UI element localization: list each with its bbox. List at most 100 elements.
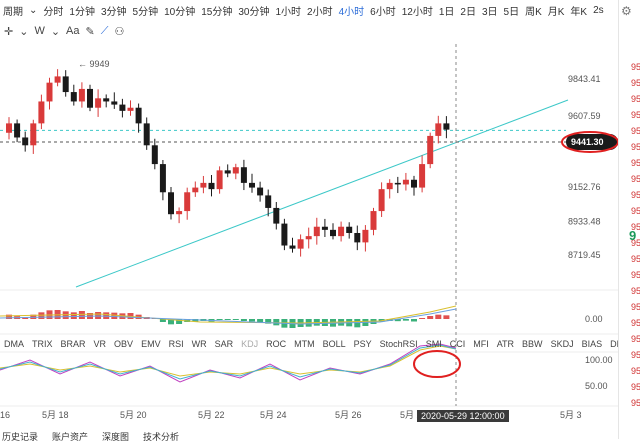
candle-body <box>240 167 247 183</box>
macd-bar <box>240 319 247 321</box>
macd-bar <box>419 318 426 319</box>
indicator-tab-bias[interactable]: BIAS <box>581 339 603 349</box>
indicator-tab-trix[interactable]: TRIX <box>32 339 53 349</box>
candle-body <box>232 167 239 174</box>
text-tool-button[interactable]: Aa <box>66 25 80 37</box>
candle-body <box>386 182 393 190</box>
indicator-tab-cci[interactable]: CCI <box>449 339 466 349</box>
indicator-tab-brar[interactable]: BRAR <box>60 339 86 349</box>
candle-body <box>6 123 12 133</box>
indicator-w-button[interactable]: W <box>34 25 45 37</box>
macd-bar <box>78 311 85 319</box>
macd-bar <box>232 319 239 320</box>
price-chart[interactable]: 9843.41 9607.59 9152.76 8933.48 8719.45 9441.… <box>0 44 618 436</box>
indicator-tab-boll[interactable]: BOLL <box>322 339 346 349</box>
indicator-tab-smi[interactable]: SMI <box>425 339 442 349</box>
kdj-axis-label: 100.00 <box>585 355 613 365</box>
indicator-tab-sar[interactable]: SAR <box>214 339 234 349</box>
indicator-tab-skdj[interactable]: SKDJ <box>550 339 574 349</box>
chevron-down-icon[interactable]: ⌄ <box>50 25 61 38</box>
indicator-tab-obv[interactable]: OBV <box>114 339 134 349</box>
candle-body <box>38 101 45 124</box>
timeframe-2[interactable]: 1分钟 <box>69 6 95 18</box>
indicator-tab-wr[interactable]: WR <box>191 339 207 349</box>
indicator-tab-stochrsi[interactable]: StochRSI <box>379 339 418 349</box>
x-axis-label: 5月 26 <box>335 410 362 420</box>
candle-body <box>443 123 450 130</box>
timeframe-9[interactable]: 2小时 <box>307 6 333 18</box>
candle-body <box>176 211 183 215</box>
indicator-tab-vr[interactable]: VR <box>93 339 107 349</box>
pencil-icon[interactable]: ✎ <box>85 25 95 38</box>
drawing-toolbar: ✛ ⌄ W ⌄ Aa ✎ ⟋ ⚇ <box>0 21 124 41</box>
indicator-tab-rsi[interactable]: RSI <box>168 339 184 349</box>
timeframe-4[interactable]: 5分钟 <box>132 6 159 18</box>
chevron-down-icon[interactable]: ⌄ <box>19 25 29 38</box>
right-price-digit: 95 <box>631 222 640 232</box>
timeframe-14[interactable]: 2日 <box>460 6 476 18</box>
bottom-tab-0[interactable]: 历史记录 <box>2 432 39 442</box>
timeframe-13[interactable]: 1日 <box>438 6 455 18</box>
indicator-tab-atr[interactable]: ATR <box>496 339 515 349</box>
timeframe-5[interactable]: 10分钟 <box>164 6 196 18</box>
crosshair-time-label: 2020-05-29 12:00:00 <box>417 410 509 422</box>
indicator-tab-mtm[interactable]: MTM <box>294 339 315 349</box>
timeframe-6[interactable]: 15分钟 <box>201 6 233 18</box>
price-axis-label: 9607.59 <box>568 111 601 121</box>
indicator-tab-bbw[interactable]: BBW <box>522 339 543 349</box>
candle-body <box>216 170 223 190</box>
chevron-down-icon[interactable]: ⌄ <box>29 4 38 16</box>
timeframe-20[interactable]: 2s <box>593 4 604 16</box>
timeframe-7[interactable]: 30分钟 <box>238 6 270 18</box>
candle-body <box>119 104 126 111</box>
crosshair-tool[interactable]: ✛ <box>4 25 14 38</box>
right-price-big: 9 <box>629 228 637 243</box>
indicator-tab-kdj[interactable]: KDJ <box>241 339 259 349</box>
line-tool-icon[interactable]: ⟋ <box>100 24 109 37</box>
timeframe-12[interactable]: 12小时 <box>401 6 433 18</box>
x-axis-label: 5月 18 <box>42 410 69 420</box>
candle-body <box>338 226 345 237</box>
bottom-tab-1[interactable]: 账户资产 <box>52 432 89 442</box>
candle-body <box>297 239 304 249</box>
macd-bar <box>257 319 264 323</box>
candle-body <box>402 179 409 185</box>
timeframe-1[interactable]: 分时 <box>43 6 64 18</box>
macd-bar <box>224 319 231 320</box>
bottom-tab-2[interactable]: 深度图 <box>102 432 130 442</box>
candle-body <box>378 189 385 212</box>
candle-body <box>354 232 361 243</box>
right-price-digit: 95 <box>631 174 640 184</box>
price-axis-label: 8933.48 <box>568 216 601 226</box>
candle-body <box>346 226 353 233</box>
macd-bar <box>30 314 37 319</box>
chart-type-icon[interactable]: ⚇ <box>114 25 125 38</box>
kdj-j-line <box>0 343 457 383</box>
timeframe-0[interactable]: 周期 <box>3 6 23 18</box>
indicator-tab-psy[interactable]: PSY <box>353 339 372 349</box>
timeframe-10[interactable]: 4小时 <box>338 6 365 18</box>
timeframe-16[interactable]: 5日 <box>503 6 520 18</box>
right-price-digit: 95 <box>631 270 640 280</box>
bottom-tab-3[interactable]: 技术分析 <box>143 432 180 442</box>
indicator-tab-dma[interactable]: DMA <box>4 339 24 349</box>
candle-body <box>224 170 231 174</box>
timeframe-11[interactable]: 6小时 <box>370 6 396 18</box>
macd-bar <box>159 319 166 322</box>
right-price-digit: 95 <box>631 398 640 408</box>
macd-bar <box>22 317 29 319</box>
right-price-digit: 95 <box>631 334 640 344</box>
timeframe-18[interactable]: 月K <box>547 6 565 18</box>
timeframe-15[interactable]: 3日 <box>481 6 498 18</box>
timeframe-19[interactable]: 年K <box>570 6 588 18</box>
timeframe-3[interactable]: 3分钟 <box>100 6 127 18</box>
gear-icon[interactable]: ⚙ <box>621 4 632 18</box>
indicator-tab-mfi[interactable]: MFI <box>473 339 489 349</box>
timeframe-17[interactable]: 周K <box>525 6 542 18</box>
right-price-digit: 95 <box>631 286 640 296</box>
indicator-tab-roc[interactable]: ROC <box>266 339 287 349</box>
high-annotation: ← 9949 <box>78 59 110 69</box>
macd-bar <box>168 319 174 325</box>
timeframe-8[interactable]: 1小时 <box>275 6 302 18</box>
indicator-tab-emv[interactable]: EMV <box>141 339 161 349</box>
